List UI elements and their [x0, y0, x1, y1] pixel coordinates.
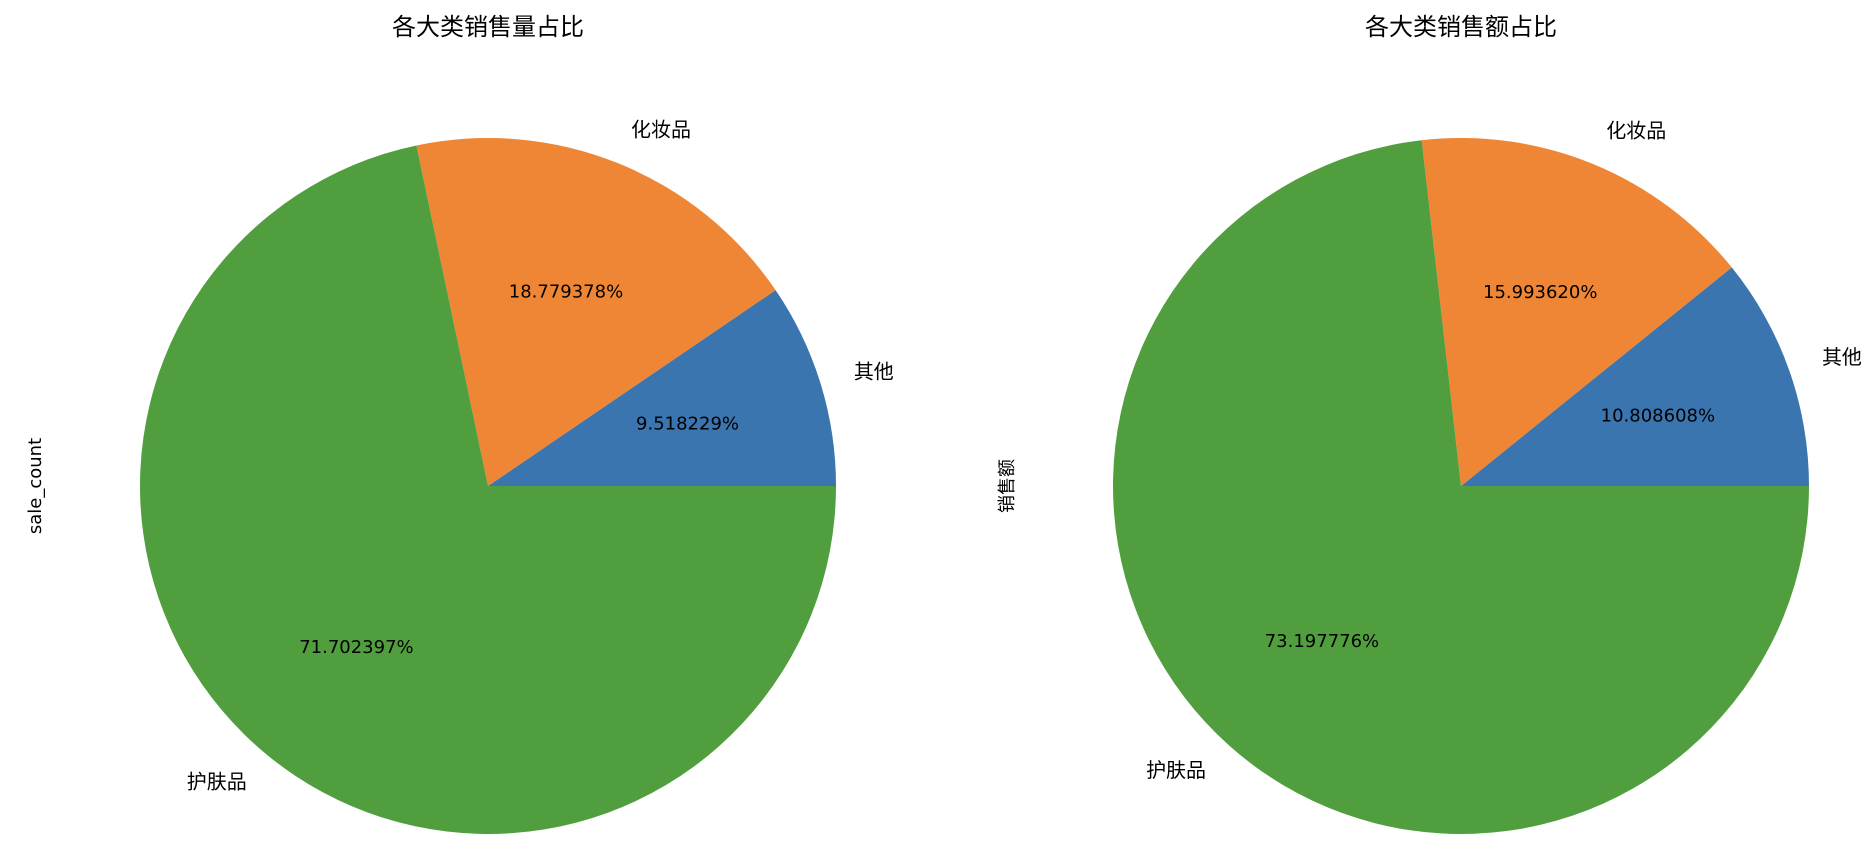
pie-slice — [1421, 138, 1732, 487]
percent-label: 18.779378% — [509, 281, 623, 302]
percent-label: 10.808608% — [1601, 405, 1715, 426]
pie-slice — [1461, 267, 1809, 486]
slice-label: 其他 — [854, 360, 894, 384]
y-axis-label: 销售额 — [997, 459, 1018, 513]
pie-slice — [416, 137, 776, 486]
percent-label: 71.702397% — [299, 637, 413, 658]
percent-label: 73.197776% — [1265, 631, 1379, 652]
slice-label: 化妆品 — [631, 117, 691, 141]
chart-title: 各大类销售额占比 — [1365, 13, 1557, 41]
slice-label: 化妆品 — [1606, 118, 1666, 142]
pie-slice — [1113, 140, 1809, 835]
percent-label: 9.518229% — [636, 413, 739, 434]
pie-slice — [140, 145, 836, 834]
chart-title: 各大类销售量占比 — [392, 13, 584, 41]
slice-label: 护肤品 — [1146, 758, 1206, 782]
y-axis-label: sale_count — [25, 438, 46, 534]
pie-slice — [488, 290, 836, 486]
slice-label: 其他 — [1822, 345, 1862, 369]
percent-label: 15.993620% — [1483, 282, 1597, 303]
slice-label: 护肤品 — [187, 770, 247, 794]
